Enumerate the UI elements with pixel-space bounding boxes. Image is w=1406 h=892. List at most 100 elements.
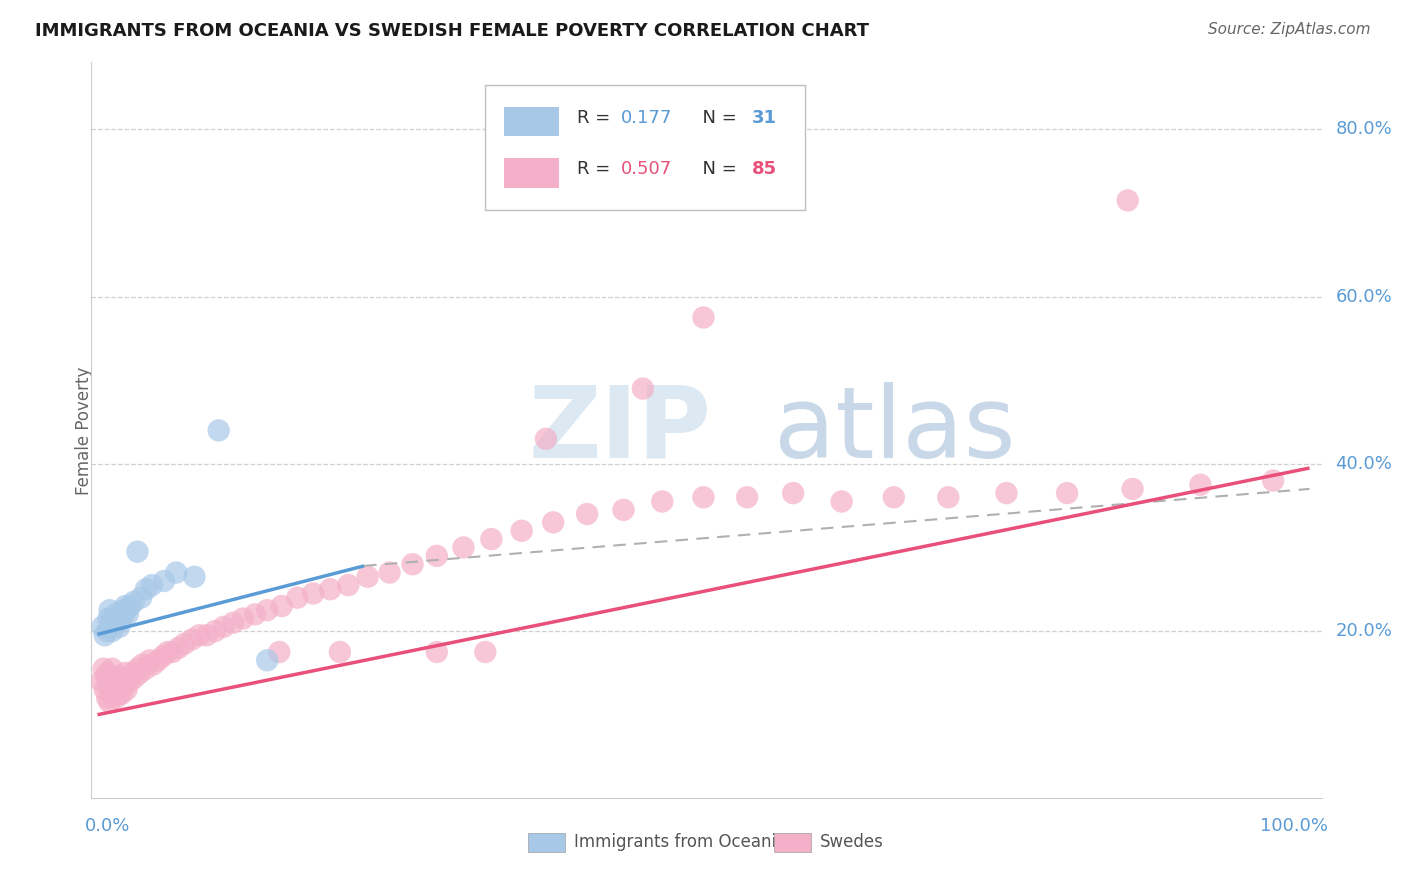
- FancyBboxPatch shape: [485, 85, 804, 210]
- Point: [103, 611, 125, 625]
- Point: [104, 690, 127, 705]
- Point: [131, 657, 153, 672]
- Point: [127, 662, 149, 676]
- Point: [1116, 194, 1139, 208]
- Point: [329, 645, 352, 659]
- Point: [883, 490, 905, 504]
- Text: 60.0%: 60.0%: [1336, 287, 1392, 306]
- Point: [135, 582, 157, 597]
- Point: [612, 503, 634, 517]
- Point: [111, 611, 134, 625]
- Point: [111, 687, 134, 701]
- Point: [103, 682, 125, 697]
- Point: [541, 516, 564, 530]
- Point: [101, 662, 124, 676]
- Point: [1263, 474, 1285, 488]
- Point: [117, 607, 139, 622]
- Point: [378, 566, 401, 580]
- Point: [232, 611, 254, 625]
- Point: [162, 645, 184, 659]
- Point: [426, 645, 449, 659]
- Point: [97, 611, 120, 625]
- Text: IMMIGRANTS FROM OCEANIA VS SWEDISH FEMALE POVERTY CORRELATION CHART: IMMIGRANTS FROM OCEANIA VS SWEDISH FEMAL…: [35, 22, 869, 40]
- Text: Swedes: Swedes: [820, 833, 883, 852]
- Point: [135, 662, 157, 676]
- Point: [357, 570, 380, 584]
- Point: [474, 645, 496, 659]
- Point: [243, 607, 266, 622]
- Point: [120, 599, 142, 613]
- Point: [114, 665, 136, 680]
- Point: [302, 586, 325, 600]
- Point: [181, 632, 204, 647]
- Point: [337, 578, 360, 592]
- Point: [114, 599, 136, 613]
- Point: [100, 615, 122, 630]
- Point: [453, 541, 475, 555]
- Text: Immigrants from Oceania: Immigrants from Oceania: [574, 833, 786, 852]
- Text: N =: N =: [690, 161, 742, 178]
- Point: [103, 674, 125, 689]
- Point: [735, 490, 758, 504]
- Point: [995, 486, 1018, 500]
- Point: [165, 566, 187, 580]
- Text: 100.0%: 100.0%: [1260, 817, 1327, 835]
- Point: [111, 674, 134, 689]
- Point: [426, 549, 449, 563]
- Point: [183, 570, 205, 584]
- Text: 0.507: 0.507: [620, 161, 672, 178]
- Point: [105, 611, 128, 625]
- Text: N =: N =: [690, 109, 742, 127]
- Point: [692, 310, 714, 325]
- Point: [105, 678, 128, 692]
- Point: [256, 603, 278, 617]
- Point: [141, 578, 163, 592]
- Text: 20.0%: 20.0%: [1336, 622, 1392, 640]
- Point: [96, 690, 118, 705]
- Text: atlas: atlas: [775, 382, 1015, 479]
- Point: [831, 494, 853, 508]
- Point: [98, 670, 121, 684]
- Bar: [503, 107, 558, 136]
- Text: 40.0%: 40.0%: [1336, 455, 1392, 473]
- Bar: [775, 833, 811, 852]
- Point: [576, 507, 599, 521]
- Point: [111, 603, 134, 617]
- Point: [692, 490, 714, 504]
- Point: [401, 557, 423, 571]
- Point: [96, 665, 118, 680]
- Point: [107, 615, 129, 630]
- Point: [173, 637, 195, 651]
- Text: 80.0%: 80.0%: [1336, 120, 1392, 138]
- Point: [631, 382, 654, 396]
- Point: [122, 595, 145, 609]
- Point: [287, 591, 309, 605]
- Point: [90, 674, 112, 689]
- Point: [534, 432, 557, 446]
- Point: [98, 695, 121, 709]
- Point: [142, 657, 165, 672]
- Point: [104, 670, 127, 684]
- Point: [117, 670, 139, 684]
- Point: [129, 591, 152, 605]
- Point: [153, 574, 176, 588]
- Point: [256, 653, 278, 667]
- Point: [120, 674, 142, 689]
- Point: [1056, 486, 1078, 500]
- Text: R =: R =: [578, 109, 616, 127]
- Text: 0.0%: 0.0%: [86, 817, 131, 835]
- Point: [204, 624, 226, 639]
- Point: [195, 628, 218, 642]
- Point: [108, 687, 131, 701]
- Bar: [503, 158, 558, 187]
- Point: [138, 653, 160, 667]
- Point: [98, 603, 121, 617]
- Bar: [529, 833, 565, 852]
- Point: [1122, 482, 1144, 496]
- Point: [94, 670, 117, 684]
- Point: [269, 645, 291, 659]
- Text: 85: 85: [752, 161, 778, 178]
- Point: [222, 615, 245, 630]
- Point: [510, 524, 533, 538]
- Point: [98, 620, 121, 634]
